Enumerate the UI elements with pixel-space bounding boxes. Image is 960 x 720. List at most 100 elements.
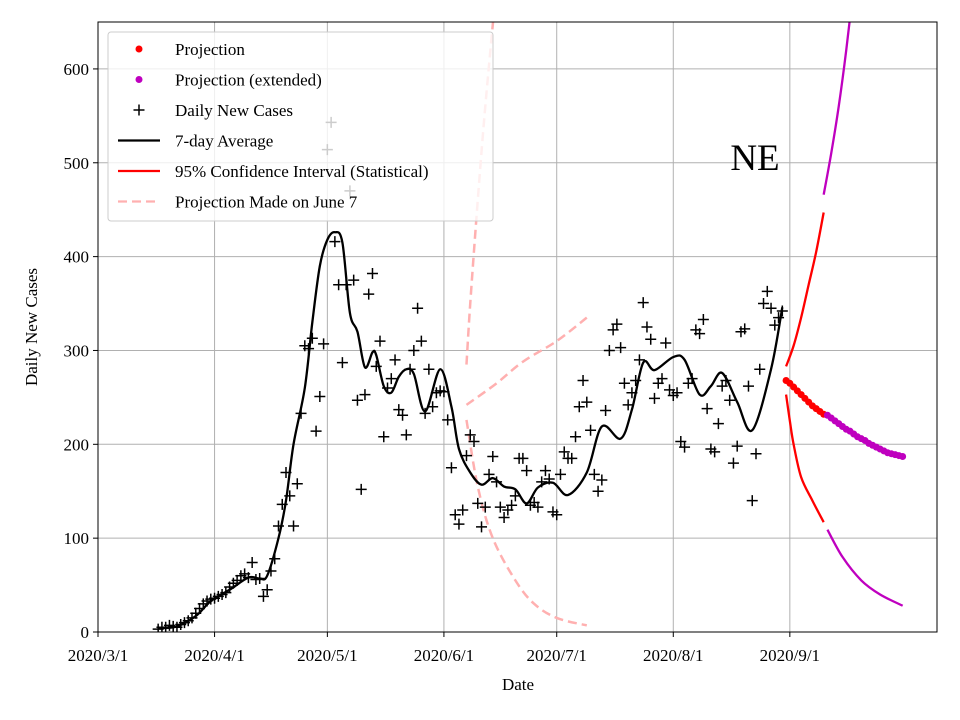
daily-case-point xyxy=(532,501,544,513)
daily-case-point xyxy=(453,518,465,530)
daily-case-point xyxy=(746,495,758,507)
daily-case-point xyxy=(592,485,604,497)
legend-label: 95% Confidence Interval (Statistical) xyxy=(175,162,429,181)
daily-case-point xyxy=(351,394,363,406)
daily-case-point xyxy=(656,373,668,385)
daily-case-point xyxy=(765,302,777,314)
june7-projection-lower xyxy=(465,419,588,627)
daily-case-point xyxy=(378,431,390,443)
legend-label: 7-day Average xyxy=(175,132,273,151)
daily-case-point xyxy=(679,441,691,453)
daily-case-point xyxy=(773,312,785,324)
daily-case-point xyxy=(257,590,269,602)
ci-lower-extended-line xyxy=(826,529,904,607)
daily-case-point xyxy=(727,457,739,469)
daily-case-point xyxy=(573,401,585,413)
axis-ticks: 2020/3/1 2020/4/1 2020/5/1 2020/6/1 2020/7/1… xyxy=(64,60,821,665)
y-tick-label: 600 xyxy=(64,60,90,79)
x-axis-label: Date xyxy=(502,675,534,694)
daily-case-point xyxy=(581,396,593,408)
seven-day-average-line xyxy=(158,230,784,630)
daily-case-point xyxy=(460,450,472,462)
ci-upper-extended-line xyxy=(822,22,851,195)
daily-case-point xyxy=(671,387,683,399)
daily-case-point xyxy=(423,363,435,375)
legend-dot-marker xyxy=(135,76,143,83)
x-tick-label: 2020/8/1 xyxy=(643,646,703,665)
daily-case-point xyxy=(374,335,386,347)
x-tick-label: 2020/4/1 xyxy=(184,646,244,665)
daily-case-point xyxy=(596,474,608,486)
daily-case-point xyxy=(521,465,533,477)
legend-dot-marker xyxy=(135,45,143,53)
legend: Projection Projection (extended) Daily New… xyxy=(107,31,494,222)
daily-case-point xyxy=(457,504,469,516)
daily-case-point xyxy=(761,285,773,297)
daily-case-point xyxy=(664,384,676,396)
daily-case-point xyxy=(464,429,476,441)
daily-case-point xyxy=(385,373,397,385)
daily-case-point xyxy=(566,452,578,464)
daily-case-point xyxy=(393,404,405,416)
y-tick-label: 200 xyxy=(64,435,90,454)
y-tick-label: 0 xyxy=(81,623,90,642)
daily-case-point xyxy=(348,274,360,286)
daily-case-point xyxy=(724,394,736,406)
daily-case-point xyxy=(660,337,672,349)
x-tick-label: 2020/6/1 xyxy=(414,646,474,665)
daily-case-point xyxy=(314,390,326,402)
daily-case-point xyxy=(554,468,566,480)
daily-case-point xyxy=(400,429,412,441)
legend-label: Daily New Cases xyxy=(175,101,293,120)
daily-case-point xyxy=(633,354,645,366)
daily-case-point xyxy=(419,407,431,419)
daily-case-point xyxy=(697,313,709,325)
legend-label: Projection (extended) xyxy=(175,71,322,90)
daily-case-point xyxy=(754,363,766,375)
y-axis-label: Daily New Cases xyxy=(22,268,41,386)
daily-case-point xyxy=(261,584,273,596)
daily-case-point xyxy=(479,501,491,513)
daily-case-point xyxy=(603,344,615,356)
daily-case-point xyxy=(449,509,461,521)
daily-case-point xyxy=(731,440,743,452)
daily-case-point xyxy=(742,380,754,392)
daily-case-point xyxy=(291,478,303,490)
daily-case-point xyxy=(570,431,582,443)
legend-plus-marker xyxy=(133,104,145,116)
daily-case-point xyxy=(310,425,322,437)
daily-case-point xyxy=(618,377,630,389)
daily-case-point xyxy=(408,344,420,356)
daily-case-point xyxy=(336,357,348,369)
daily-case-point xyxy=(539,465,551,477)
daily-case-point xyxy=(641,321,653,333)
state-annotation: NE xyxy=(730,138,779,179)
daily-case-point xyxy=(397,409,409,421)
daily-case-point xyxy=(445,462,457,474)
daily-case-point xyxy=(709,446,721,458)
projection-extended-point xyxy=(899,453,907,461)
daily-case-point xyxy=(472,497,484,509)
daily-case-point xyxy=(491,476,503,488)
daily-case-point xyxy=(551,509,563,521)
daily-case-point xyxy=(389,354,401,366)
daily-case-point xyxy=(558,446,570,458)
daily-case-point xyxy=(588,468,600,480)
legend-box xyxy=(107,31,494,222)
daily-case-point xyxy=(415,335,427,347)
daily-case-point xyxy=(246,557,258,569)
daily-case-point xyxy=(712,418,724,430)
daily-case-point xyxy=(306,332,318,344)
daily-case-point xyxy=(506,499,518,511)
daily-case-point xyxy=(366,268,378,280)
x-tick-label: 2020/9/1 xyxy=(760,646,820,665)
daily-case-point xyxy=(476,521,488,533)
june7-projection-line xyxy=(465,316,588,406)
daily-case-point xyxy=(517,452,529,464)
y-tick-label: 300 xyxy=(64,341,90,360)
y-tick-label: 500 xyxy=(64,154,90,173)
daily-case-point xyxy=(750,448,762,460)
ci-lower-line xyxy=(784,394,825,523)
daily-case-point xyxy=(498,512,510,524)
